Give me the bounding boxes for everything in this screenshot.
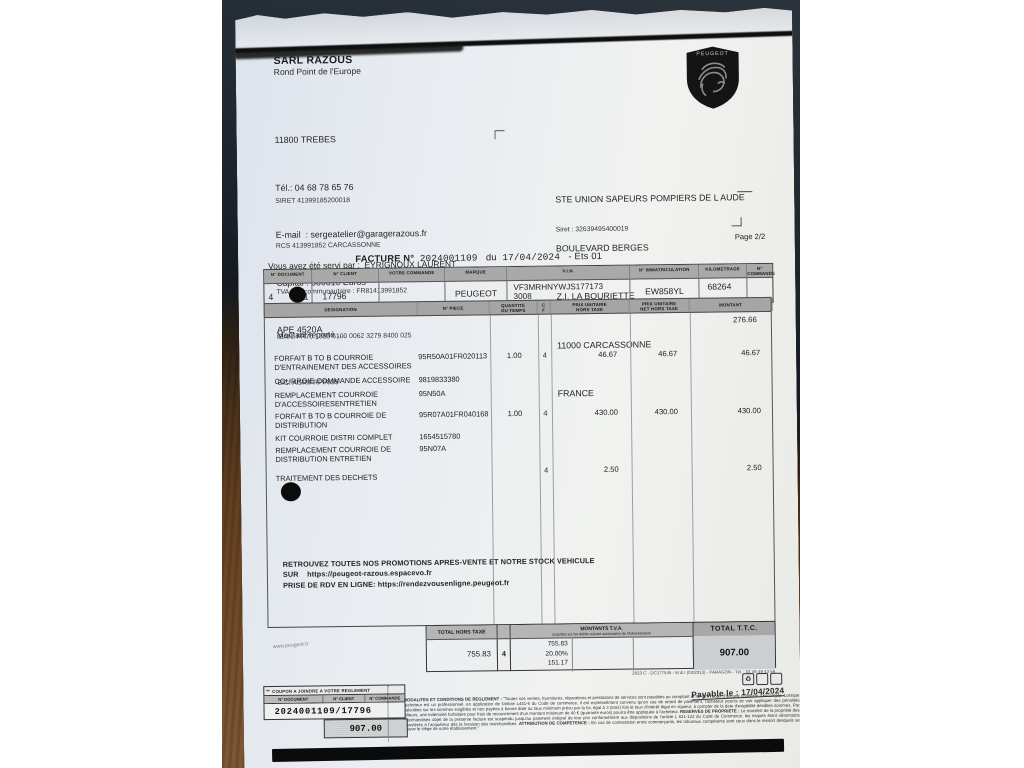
col-montant: MONTANT bbox=[690, 298, 773, 312]
total-ttc-block: TOTAL T.T.C. 907.00 bbox=[693, 621, 777, 669]
tva-values: 755.83 20.00% 151.17 bbox=[545, 640, 569, 667]
triman-icon: ♻ bbox=[742, 673, 754, 685]
invoice-photo: SARL RAZOUS Rond Point de l'Europe 11800… bbox=[222, 0, 800, 768]
facture-du: du bbox=[485, 252, 497, 263]
col-ncommande: N° COMMANDE bbox=[747, 265, 776, 276]
total-ttc-value: 907.00 bbox=[694, 635, 775, 670]
page-number: Page 2/2 bbox=[734, 231, 766, 242]
tva-block: MONTANTS T.V.A. acquittés sur les débits… bbox=[510, 622, 695, 671]
sorting-icon bbox=[756, 673, 768, 685]
promo-url: https://peugeot-razous.espacevo.fr bbox=[307, 568, 432, 579]
bottom-black-band bbox=[272, 739, 784, 762]
paper-icon bbox=[770, 673, 782, 685]
item-row: REMPLACEMENT COURROIE D'ACCESSOIRESENTRET… bbox=[274, 388, 446, 410]
tva-sublabel: acquittés sur les débits suivant autoris… bbox=[552, 630, 652, 637]
promo-block: RETROUVEZ TOUTES NOS PROMOTIONS APRES-VE… bbox=[283, 556, 595, 591]
reporte-label: Montant reporté ... bbox=[276, 330, 344, 340]
col-pu-ht: PRIX UNITAIRE HORS TAXE bbox=[551, 300, 630, 314]
tva-code-value: 4 bbox=[501, 649, 507, 659]
total-ht-block: TOTAL HORS TAXE 755.83 bbox=[426, 624, 499, 672]
peugeot-logo: PEUGEOT bbox=[683, 45, 742, 110]
coupon-amount-row: 907.00 bbox=[264, 718, 406, 738]
fold-mark2-icon bbox=[732, 217, 742, 226]
col-marque: MARQUE bbox=[445, 267, 507, 281]
fold-mark-icon bbox=[494, 130, 504, 139]
col-immat: N° IMMATRICULATION bbox=[630, 265, 699, 279]
item-row: FORFAIT B TO B COURROIE DE DISTRIBUTION 9… bbox=[274, 406, 761, 431]
fold-dash-icon bbox=[737, 191, 752, 192]
coupon-amount: 907.00 bbox=[324, 718, 408, 738]
item-row: FORFAIT B TO B COURROIE D'ENTRAINEMENT DE… bbox=[274, 348, 761, 373]
col-qty: QUANTITE OU TEMPS bbox=[490, 301, 538, 315]
peugeot-logo-text: PEUGEOT bbox=[696, 51, 728, 57]
facture-date: 17/04/2024 bbox=[502, 251, 561, 264]
col-designation: DESIGNATION bbox=[265, 302, 418, 317]
item-row: COURROIE COMMANDE ACCESSOIRE 9819833380 bbox=[274, 374, 460, 386]
scissors-icon: ✂ bbox=[266, 688, 271, 694]
total-ttc-label: TOTAL T.T.C. bbox=[710, 625, 758, 633]
legal-conditions: MODALITES ET CONDITIONS DE REGLEMENT : "… bbox=[403, 692, 800, 732]
seller-address: Rond Point de l'Europe bbox=[273, 65, 361, 77]
col-km: KILOMETRAGE bbox=[699, 264, 747, 278]
seller-city: 11800 TREBES bbox=[274, 134, 336, 145]
total-ht-value: 755.83 bbox=[466, 649, 491, 659]
col-pu-net: PRIX UNITAIRE NET HORS TAXE bbox=[630, 299, 690, 313]
col-commande: VOTRE COMMANDE bbox=[379, 268, 445, 282]
item-row: TRAITEMENT DES DECHETS 4 2.50 2.50 bbox=[275, 463, 762, 483]
customer-name: STE UNION SAPEURS POMPIERS DE L AUDE bbox=[555, 192, 745, 205]
seller-siret: SIRET 41399185200018 bbox=[275, 197, 351, 205]
item-row: REMPLACEMENT COURROIE DE DISTRIBUTION ENT… bbox=[275, 443, 447, 465]
legal-competence-label: ATTRIBUTION DE COMPETENCE : bbox=[518, 719, 592, 726]
totals-section: TOTAL HORS TAXE 755.83 4 MONTANTS T.V.A.… bbox=[268, 621, 777, 674]
punch-hole bbox=[289, 287, 306, 303]
customer-siret: Siret : 32639495400019 bbox=[555, 225, 629, 234]
punch-hole bbox=[281, 482, 301, 501]
total-ht-label: TOTAL HORS TAXE bbox=[437, 628, 486, 636]
facture-ets: - Ets 01 bbox=[568, 250, 603, 262]
recycling-icons: ♻ bbox=[742, 673, 782, 685]
col-piece: N° PIECE bbox=[418, 301, 490, 315]
payment-coupon: ✂ COUPON A JOINDRE A VOTRE REGLEMENT N° … bbox=[263, 684, 406, 738]
coupon-number: 2024001109/17796 bbox=[263, 702, 405, 720]
col-client: N° CLIENT bbox=[312, 269, 379, 283]
invoice-paper: SARL RAZOUS Rond Point de l'Europe 11800… bbox=[235, 5, 800, 768]
seller-name: SARL RAZOUS bbox=[273, 53, 353, 67]
reporte-montant: 276.66 bbox=[732, 315, 757, 325]
col-doc: N° DOCUMENT bbox=[264, 269, 312, 283]
lion-icon bbox=[699, 63, 727, 96]
